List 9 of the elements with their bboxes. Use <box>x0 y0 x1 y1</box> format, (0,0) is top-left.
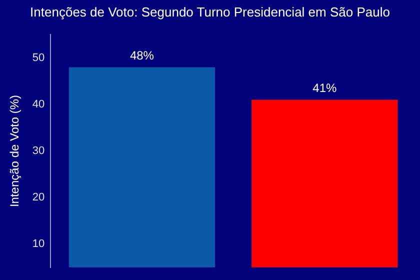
chart-title: Intenções de Voto: Segundo Turno Presidencial em São Paulo <box>30 4 390 20</box>
data-label: 41% <box>312 81 337 96</box>
y-tick-label: 10 <box>32 238 45 250</box>
y-tick-label: 30 <box>32 145 45 158</box>
data-label: 48% <box>130 48 154 63</box>
y-tick-label: 40 <box>32 98 45 110</box>
y-tick-label: 20 <box>32 192 45 204</box>
y-tick-label: 50 <box>32 52 45 64</box>
y-axis-title: Intenção de Voto (%) <box>8 94 22 208</box>
